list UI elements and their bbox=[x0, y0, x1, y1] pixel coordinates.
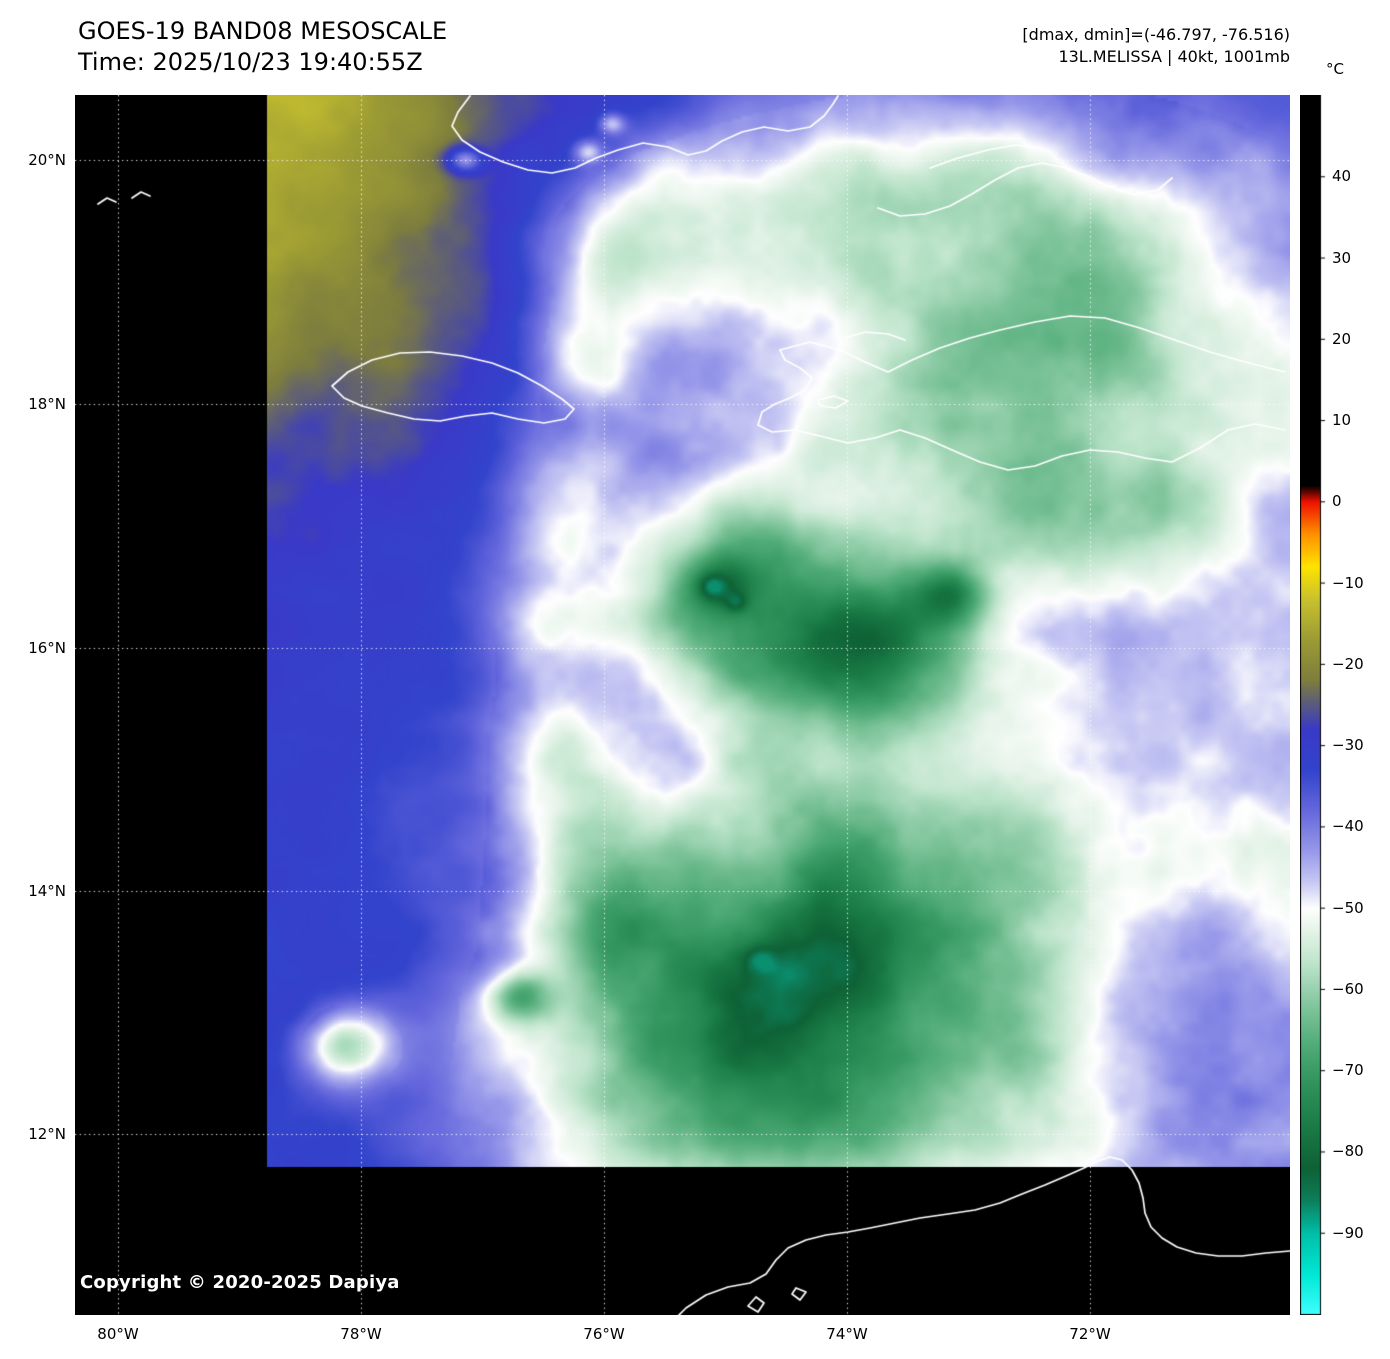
lon-tick-label: 80°W bbox=[97, 1325, 139, 1343]
colorbar-unit-label: °C bbox=[1326, 60, 1344, 78]
storm-info-readout: 13L.MELISSA | 40kt, 1001mb bbox=[1058, 47, 1290, 66]
lat-tick-label: 12°N bbox=[28, 1125, 66, 1143]
header-right: [dmax, dmin]=(-46.797, -76.516) 13L.MELI… bbox=[1022, 24, 1290, 68]
lat-tick-label: 20°N bbox=[28, 151, 66, 169]
temperature-colorbar bbox=[1300, 95, 1328, 1315]
colorbar-tick-label: 40 bbox=[1332, 167, 1352, 186]
lon-tick-label: 78°W bbox=[340, 1325, 382, 1343]
lon-tick-label: 74°W bbox=[826, 1325, 868, 1343]
satellite-imagery-map bbox=[75, 95, 1290, 1315]
copyright-watermark: Copyright © 2020-2025 Dapiya bbox=[80, 1272, 400, 1293]
lon-tick-label: 76°W bbox=[583, 1325, 625, 1343]
colorbar-tick-label: 30 bbox=[1332, 248, 1352, 267]
lat-tick-label: 18°N bbox=[28, 395, 66, 413]
colorbar-tick-label: −10 bbox=[1332, 573, 1364, 592]
colorbar-tick-label: −90 bbox=[1332, 1223, 1364, 1242]
data-range-readout: [dmax, dmin]=(-46.797, -76.516) bbox=[1022, 25, 1290, 44]
colorbar-tick-label: −70 bbox=[1332, 1061, 1364, 1080]
colorbar-tick-label: 0 bbox=[1332, 492, 1342, 511]
lon-tick-label: 72°W bbox=[1069, 1325, 1111, 1343]
product-title: GOES-19 BAND08 MESOSCALE bbox=[78, 17, 448, 45]
colorbar-tick-label: 10 bbox=[1332, 411, 1352, 430]
lat-tick-label: 14°N bbox=[28, 882, 66, 900]
colorbar-tick-label: 20 bbox=[1332, 329, 1352, 348]
colorbar-tick-label: −50 bbox=[1332, 898, 1364, 917]
lat-tick-label: 16°N bbox=[28, 639, 66, 657]
colorbar-tick-label: −30 bbox=[1332, 736, 1364, 755]
colorbar-tick-label: −80 bbox=[1332, 1142, 1364, 1161]
colorbar-tick-label: −40 bbox=[1332, 817, 1364, 836]
colorbar-tick-label: −60 bbox=[1332, 979, 1364, 998]
product-timestamp: Time: 2025/10/23 19:40:55Z bbox=[78, 48, 423, 76]
header-left: GOES-19 BAND08 MESOSCALE Time: 2025/10/2… bbox=[78, 16, 447, 78]
colorbar-tick-label: −20 bbox=[1332, 654, 1364, 673]
